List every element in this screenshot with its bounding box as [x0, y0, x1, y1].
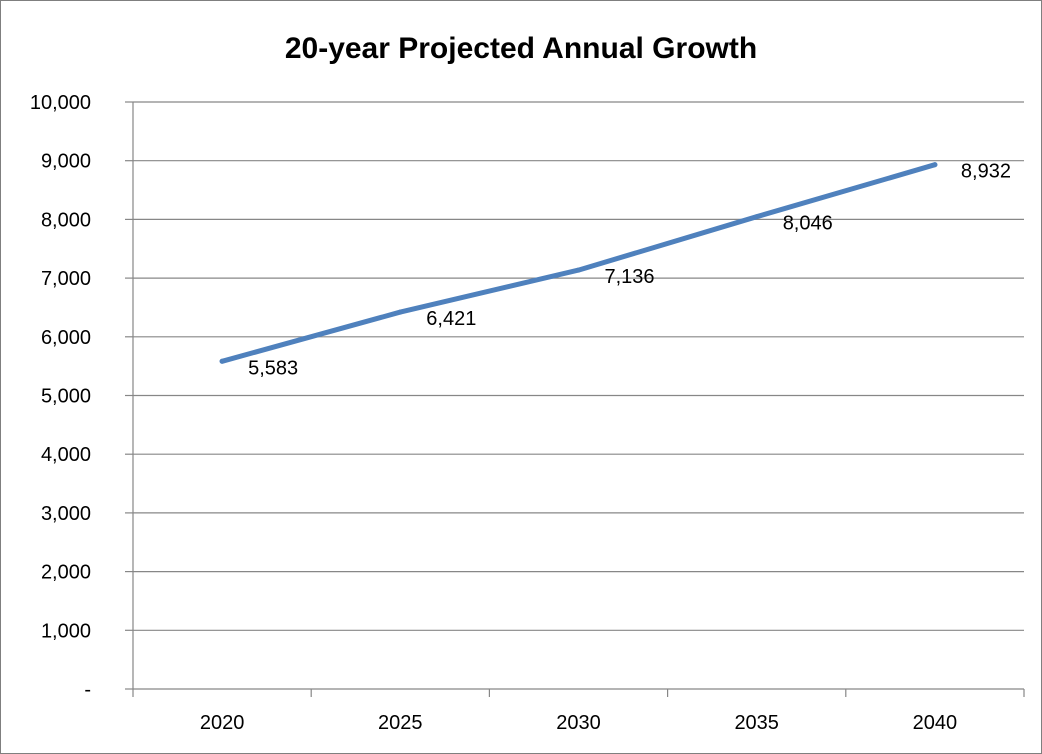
data-point [219, 358, 225, 364]
y-tick-label: - [84, 679, 91, 701]
x-tick-label: 2035 [734, 712, 779, 734]
x-tick-label: 2030 [556, 712, 601, 734]
data-label: 5,583 [248, 357, 298, 379]
data-label: 7,136 [605, 266, 655, 288]
y-tick-label: 8,000 [41, 209, 91, 231]
x-tick-label: 2040 [913, 712, 958, 734]
label-layer: 5,583 6,421 7,136 8,046 8,932 [248, 161, 1011, 380]
x-tick-label: 2025 [378, 712, 423, 734]
data-point [397, 309, 403, 315]
y-tick-label: 7,000 [41, 268, 91, 290]
y-tick-label: 1,000 [41, 620, 91, 642]
y-tick-label: 5,000 [41, 386, 91, 408]
data-point [754, 214, 760, 220]
data-label: 8,932 [961, 161, 1011, 183]
data-point [576, 267, 581, 273]
y-tick-label: 3,000 [41, 503, 91, 525]
y-tick-label: 9,000 [41, 151, 91, 173]
axis-layer: - 1,000 2,000 3,000 4,000 5,000 6,000 7,000 8,00… [30, 92, 1025, 734]
line-layer [219, 162, 938, 364]
y-tick-label: 10,000 [30, 92, 91, 114]
y-tick-label: 6,000 [41, 327, 91, 349]
data-label: 8,046 [783, 213, 833, 235]
y-tick-label: 4,000 [41, 444, 91, 466]
y-tick-label: 2,000 [41, 562, 91, 584]
series-line [219, 162, 938, 364]
data-label: 6,421 [426, 308, 476, 330]
x-tick-label: 2020 [200, 712, 245, 734]
grid-layer [133, 101, 1024, 631]
chart-title: 20-year Projected Annual Growth [285, 32, 757, 65]
data-point [932, 162, 938, 168]
